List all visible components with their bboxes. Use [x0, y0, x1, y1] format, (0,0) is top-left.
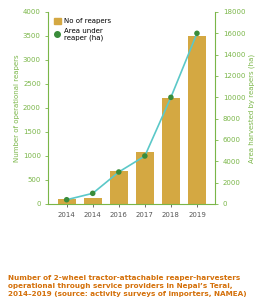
- Legend: No of reapers, Area under
reaper (ha): No of reapers, Area under reaper (ha): [52, 16, 113, 43]
- Y-axis label: Area harvested by reapers (ha): Area harvested by reapers (ha): [248, 53, 255, 163]
- Point: [143, 154, 147, 158]
- Bar: [188, 36, 206, 204]
- Point: [195, 31, 199, 36]
- Bar: [136, 152, 154, 204]
- Bar: [84, 198, 102, 204]
- Point: [117, 169, 121, 174]
- Point: [65, 197, 69, 202]
- Bar: [110, 171, 128, 204]
- Y-axis label: Number of operational reapers: Number of operational reapers: [14, 54, 20, 162]
- Text: Number of 2-wheel tractor-attachable reaper-harvesters
operational through servi: Number of 2-wheel tractor-attachable rea…: [8, 275, 247, 297]
- Bar: [58, 199, 76, 204]
- Point: [91, 191, 95, 196]
- Bar: [162, 98, 180, 204]
- Point: [169, 95, 173, 100]
